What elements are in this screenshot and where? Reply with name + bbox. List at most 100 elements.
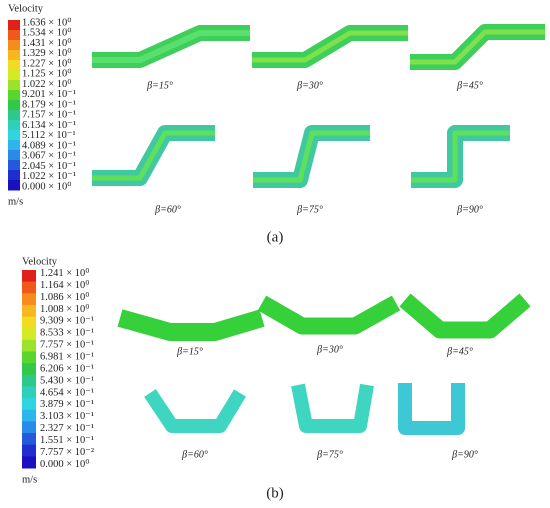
panel-caption: (a) <box>267 229 284 245</box>
legend-label: 5.430 × 10⁻¹ <box>40 375 94 386</box>
colorbar-band <box>8 90 20 101</box>
legend-label: 1.551 × 10⁻¹ <box>40 435 94 446</box>
panel-caption: (b) <box>266 485 284 501</box>
pipe-core <box>411 130 510 183</box>
colorbar-band <box>22 421 36 434</box>
colorbar-band <box>8 50 20 61</box>
legend-label: 3.103 × 10⁻¹ <box>40 411 94 422</box>
legend-label: 1.086 × 10⁰ <box>40 291 90 303</box>
legend-label: 2.045 × 10⁻¹ <box>22 161 76 172</box>
colorbar-band <box>22 304 36 318</box>
legend-label: 1.164 × 10⁰ <box>40 279 90 291</box>
case-label: β=75° <box>316 449 343 460</box>
case-label: β=30° <box>316 344 343 355</box>
pipe <box>257 295 401 335</box>
legend-label: 4.089 × 10⁻¹ <box>22 140 76 151</box>
colorbar-band <box>8 20 20 31</box>
pipe-core <box>92 130 215 181</box>
colorbar-band <box>8 150 20 161</box>
colorbar-band <box>22 270 36 283</box>
case-label: β=30° <box>296 80 323 91</box>
legend-unit: m/s <box>22 474 37 485</box>
colorbar-band <box>8 40 20 51</box>
pipes-a <box>92 24 545 188</box>
legend-label: 7.157 × 10⁻¹ <box>22 110 76 121</box>
colorbar-band <box>8 180 20 191</box>
pipe <box>291 383 374 433</box>
legend-label: 1.227 × 10⁰ <box>22 57 72 69</box>
legend-label: 7.757 × 10⁻¹ <box>40 340 94 351</box>
colorbar-band <box>22 316 36 329</box>
legend-label: 9.309 × 10⁻¹ <box>40 316 94 327</box>
case-label: β=15° <box>146 80 173 91</box>
colorbar-band <box>8 30 20 41</box>
legend-label: 0.000 × 10⁰ <box>40 458 90 470</box>
case-label: β=75° <box>296 204 323 215</box>
legend-label: 6.206 × 10⁻¹ <box>40 363 94 374</box>
colorbar-band <box>8 120 20 131</box>
colorbar-band <box>22 409 36 422</box>
pipe-core <box>252 30 408 63</box>
colorbar-band <box>22 398 36 411</box>
case-label: β=60° <box>154 204 181 215</box>
case-label: β=15° <box>176 346 203 357</box>
colorbar-band <box>8 60 20 71</box>
case-label: β=90° <box>451 449 478 460</box>
pipe <box>144 389 246 433</box>
legend-label: 6.981 × 10⁻¹ <box>40 351 94 362</box>
colorbar-band <box>8 170 20 181</box>
pipe <box>411 125 510 188</box>
case-label: β=45° <box>456 80 483 91</box>
legend-label: 1.022 × 10⁻¹ <box>22 171 76 182</box>
colorbar-band <box>22 433 36 446</box>
legend-label: 6.134 × 10⁻¹ <box>22 120 76 131</box>
case-label: β=45° <box>446 346 473 357</box>
legend-label: 1.431 × 10⁰ <box>22 37 72 49</box>
legend-label: 1.241 × 10⁰ <box>40 267 90 279</box>
pipe <box>399 293 531 339</box>
colorbar-band <box>22 328 36 341</box>
colorbar-band <box>22 363 36 376</box>
colorbar-band <box>8 80 20 91</box>
legend-label: 0.000 × 10⁰ <box>22 180 72 192</box>
colorbar-band <box>22 456 36 469</box>
pipe-core <box>253 130 370 183</box>
legend-label: 9.201 × 10⁻¹ <box>22 89 76 100</box>
legend-label: 1.008 × 10⁰ <box>40 303 90 315</box>
pipe-core <box>92 30 250 63</box>
legend-label: 5.112 × 10⁻¹ <box>22 130 76 141</box>
pipe <box>398 383 465 435</box>
colorbar-band <box>22 293 36 306</box>
legend-label: 7.757 × 10⁻² <box>40 447 94 458</box>
colorbar-band <box>8 130 20 141</box>
colorbar-band <box>22 339 36 353</box>
pipe-core <box>410 29 545 65</box>
colorbar-band <box>22 281 36 294</box>
legend-unit: m/s <box>8 196 23 207</box>
legend-label: 1.534 × 10⁰ <box>22 27 72 39</box>
legend-label: 4.654 × 10⁻¹ <box>40 387 94 398</box>
pipe <box>117 309 265 341</box>
legend-label: 1.125 × 10⁰ <box>22 68 72 80</box>
legend-title: Velocity <box>22 256 58 267</box>
colorbar-band <box>22 351 36 364</box>
colorbar-band <box>8 140 20 151</box>
colorbar-band <box>22 386 36 399</box>
colorbar-band <box>8 100 20 111</box>
colorbar-band <box>8 110 20 121</box>
pipes-b <box>117 293 531 435</box>
colorbar-band <box>8 70 20 81</box>
colorbar-band <box>22 374 36 387</box>
colorbar-band <box>22 444 36 457</box>
case-label: β=60° <box>181 449 208 460</box>
colorbar-band <box>8 160 20 171</box>
case-label: β=90° <box>456 204 483 215</box>
legend-label: 1.329 × 10⁰ <box>22 47 72 59</box>
legend-label: 3.067 × 10⁻¹ <box>22 151 76 162</box>
legend-label: 2.327 × 10⁻¹ <box>40 423 94 434</box>
legend-label: 8.533 × 10⁻¹ <box>40 328 94 339</box>
legend-label: 8.179 × 10⁻¹ <box>22 99 76 110</box>
legend-title: Velocity <box>8 3 44 14</box>
legend-label: 1.636 × 10⁰ <box>22 16 72 28</box>
